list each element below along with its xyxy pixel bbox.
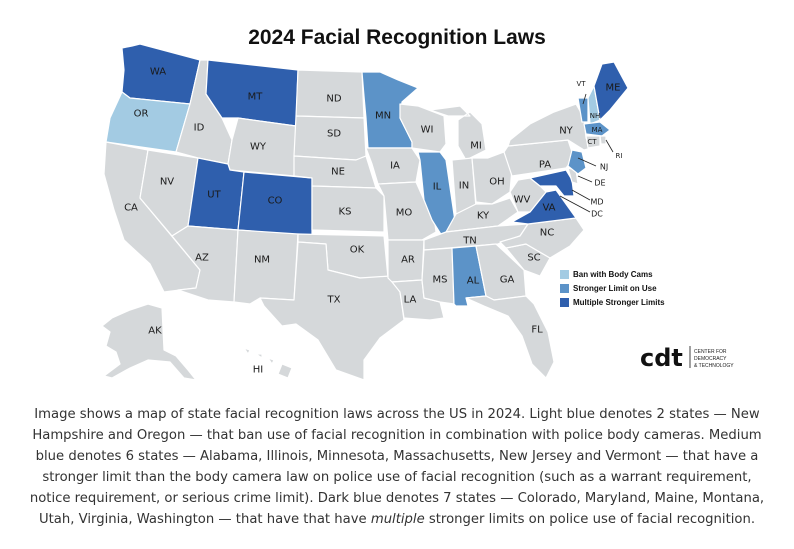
label-AZ: AZ — [195, 253, 209, 264]
state-CT — [585, 135, 601, 149]
label-OK: OK — [350, 245, 365, 256]
state-WV — [509, 177, 547, 213]
state-labels: WA OR CA NV ID MT WY UT CO AZ NM ND SD N… — [124, 67, 622, 376]
cdt-logo-line3: & TECHNOLOGY — [694, 363, 734, 369]
label-VA: VA — [542, 203, 555, 214]
map-caption: Image shows a map of state facial recogn… — [24, 404, 770, 530]
state-OH — [471, 151, 513, 205]
label-DE: DE — [594, 179, 605, 188]
label-MT: MT — [248, 92, 264, 103]
state-MI — [429, 105, 487, 161]
label-TN: TN — [462, 236, 477, 247]
label-CT: CT — [587, 138, 597, 146]
label-NM: NM — [254, 255, 270, 266]
label-ME: ME — [606, 83, 621, 94]
state-NC — [499, 217, 585, 259]
map-title: 2024 Facial Recognition Laws — [248, 26, 546, 49]
label-MS: MS — [433, 275, 448, 286]
label-NC: NC — [540, 228, 554, 239]
label-DC: DC — [591, 210, 603, 219]
state-NJ — [567, 149, 587, 175]
label-NH: NH — [590, 112, 601, 120]
label-ID: ID — [194, 123, 205, 134]
legend-swatch-multiple — [560, 298, 569, 307]
label-CO: CO — [268, 196, 283, 207]
leader-lines — [559, 93, 614, 213]
state-NM — [233, 229, 299, 305]
label-VT: VT — [576, 80, 586, 88]
state-TX — [259, 241, 405, 381]
us-map: WA OR CA NV ID MT WY UT CO AZ NM ND SD N… — [101, 43, 734, 381]
caption-text-part1: Image shows a map of state facial recogn… — [29, 407, 765, 527]
label-MO: MO — [396, 208, 413, 219]
cdt-logo-line2: DEMOCRACY — [694, 356, 727, 362]
label-AL: AL — [467, 276, 480, 287]
label-KY: KY — [477, 211, 490, 222]
label-AK: AK — [148, 326, 162, 337]
label-ND: ND — [326, 94, 341, 105]
caption-emphasis: multiple — [370, 512, 425, 527]
state-AK — [101, 303, 197, 381]
state-FL — [465, 295, 555, 379]
label-NJ: NJ — [600, 163, 608, 172]
state-MA — [583, 121, 611, 137]
legend-label-multiple: Multiple Stronger Limits — [573, 298, 665, 307]
label-KS: KS — [339, 207, 352, 218]
cdt-logo-line1: CENTER FOR — [694, 349, 727, 355]
states-layer — [101, 43, 629, 381]
label-NV: NV — [160, 177, 174, 188]
label-UT: UT — [207, 190, 221, 201]
label-IA: IA — [390, 161, 400, 172]
cdt-logo-mark: cdt — [640, 344, 683, 372]
label-SD: SD — [327, 129, 341, 140]
caption-text-part2: stronger limits on police use of facial … — [424, 512, 756, 527]
label-WV: WV — [514, 195, 531, 206]
label-RI: RI — [616, 152, 623, 160]
state-HI — [243, 347, 293, 379]
state-MO — [377, 181, 437, 241]
label-LA: LA — [404, 295, 417, 306]
label-MI: MI — [470, 141, 482, 152]
legend-swatch-stronger — [560, 284, 569, 293]
label-WI: WI — [421, 125, 434, 136]
cdt-logo: cdt CENTER FOR DEMOCRACY & TECHNOLOGY — [640, 344, 734, 372]
label-SC: SC — [527, 253, 540, 264]
label-WA: WA — [150, 67, 166, 78]
label-MN: MN — [375, 111, 391, 122]
label-AR: AR — [401, 255, 415, 266]
label-MD: MD — [590, 198, 603, 207]
state-ME — [593, 61, 629, 121]
label-NY: NY — [559, 126, 573, 137]
legend-label-stronger: Stronger Limit on Use — [573, 284, 657, 293]
legend-label-ban: Ban with Body Cams — [573, 270, 653, 279]
label-OR: OR — [134, 109, 149, 120]
label-IN: IN — [459, 181, 469, 192]
state-MD — [529, 169, 575, 197]
legend-swatch-ban — [560, 270, 569, 279]
label-GA: GA — [500, 275, 515, 286]
state-ID — [175, 59, 233, 165]
state-RI — [599, 135, 607, 145]
label-MA: MA — [592, 126, 603, 134]
legend: Ban with Body Cams Stronger Limit on Use… — [560, 270, 665, 307]
label-HI: HI — [253, 365, 263, 376]
label-IL: IL — [433, 182, 442, 193]
label-OH: OH — [489, 177, 504, 188]
label-FL: FL — [531, 325, 543, 336]
label-PA: PA — [539, 160, 551, 171]
state-KS — [311, 185, 385, 233]
label-TX: TX — [327, 295, 341, 306]
label-CA: CA — [124, 203, 138, 214]
label-NE: NE — [331, 167, 345, 178]
label-WY: WY — [250, 142, 267, 153]
